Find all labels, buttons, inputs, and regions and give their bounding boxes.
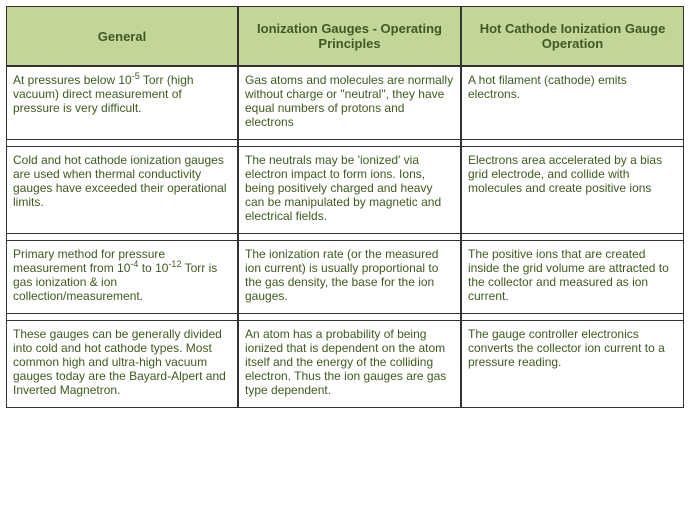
col-header-general: General xyxy=(6,6,238,66)
table-cell: Cold and hot cathode ionization gauges a… xyxy=(6,146,238,234)
table-cell: Electrons area accelerated by a bias gri… xyxy=(461,146,684,234)
col-header-hotcathode: Hot Cathode Ionization Gauge Operation xyxy=(461,6,684,66)
table-cell: An atom has a probability of being ioniz… xyxy=(238,320,461,408)
table-row: These gauges can be generally divided in… xyxy=(6,320,684,408)
table-cell: A hot filament (cathode) emits electrons… xyxy=(461,66,684,140)
table-header-row: General Ionization Gauges - Operating Pr… xyxy=(6,6,684,66)
table-row: Cold and hot cathode ionization gauges a… xyxy=(6,146,684,234)
table-cell: Primary method for pressure measurement … xyxy=(6,240,238,314)
table-cell: Gas atoms and molecules are normally wit… xyxy=(238,66,461,140)
table-cell: These gauges can be generally divided in… xyxy=(6,320,238,408)
col-header-principles: Ionization Gauges - Operating Principles xyxy=(238,6,461,66)
ionization-gauges-table: General Ionization Gauges - Operating Pr… xyxy=(6,6,684,408)
table-row: At pressures below 10-5 Torr (high vacuu… xyxy=(6,66,684,140)
table-cell: The positive ions that are created insid… xyxy=(461,240,684,314)
table-cell: The neutrals may be 'ionized' via electr… xyxy=(238,146,461,234)
table-cell: The ionization rate (or the measured ion… xyxy=(238,240,461,314)
table-cell: The gauge controller electronics convert… xyxy=(461,320,684,408)
table-cell: At pressures below 10-5 Torr (high vacuu… xyxy=(6,66,238,140)
table-row: Primary method for pressure measurement … xyxy=(6,240,684,314)
